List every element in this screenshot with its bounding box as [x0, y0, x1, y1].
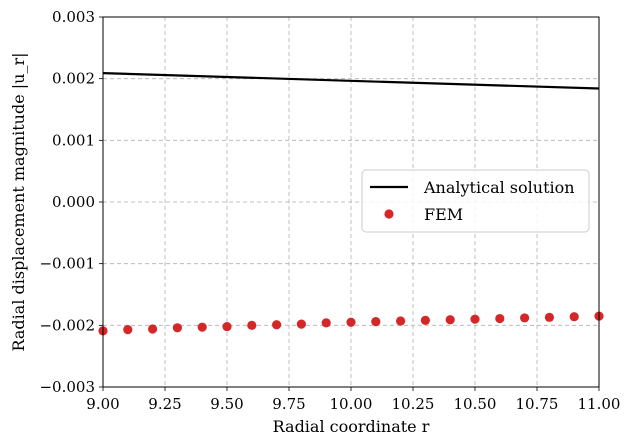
fem-point	[148, 324, 158, 334]
fem-point	[346, 317, 356, 327]
fem-point	[222, 321, 232, 332]
legend-label: Analytical solution	[423, 178, 575, 197]
ticks: 9.00 9.25 9.50 9.75 10.00 10.25 10.50 10.75 11.0…	[39, 8, 620, 413]
fem-point	[445, 315, 455, 325]
x-tick-label: 9.50	[210, 395, 243, 413]
legend-box	[361, 169, 590, 233]
x-tick-label: 10.00	[330, 395, 373, 413]
fem-point	[247, 320, 257, 330]
legend-marker-swatch	[384, 209, 394, 219]
x-tick-label: 10.50	[454, 395, 497, 413]
fem-point	[272, 320, 282, 330]
y-tick-label: −0.002	[39, 316, 95, 334]
fem-point	[321, 318, 331, 328]
y-tick-label: 0.002	[52, 70, 95, 88]
legend-label: FEM	[424, 205, 463, 224]
legend: Analytical solution FEM	[361, 169, 590, 233]
series-layer	[98, 72, 604, 336]
x-tick-label: 9.75	[272, 395, 305, 413]
fem-point	[520, 313, 530, 323]
fem-point	[420, 315, 430, 325]
fem-point	[544, 312, 555, 322]
x-axis-label: Radial coordinate r	[273, 417, 430, 436]
analytical-solution-line	[102, 72, 600, 90]
fem-point	[569, 312, 579, 322]
fem-point	[172, 323, 182, 333]
x-tick-label: 10.25	[392, 395, 435, 413]
y-tick-label: −0.003	[39, 378, 95, 396]
x-tick-label: 9.00	[86, 395, 119, 413]
fem-point	[470, 314, 480, 324]
fem-point	[123, 325, 133, 335]
axis-labels: Radial coordinate r Radial displacement …	[9, 52, 430, 436]
fem-point	[396, 316, 406, 326]
y-tick-label: 0.003	[52, 8, 95, 26]
y-axis-label: Radial displacement magnitude |u_r|	[9, 52, 28, 351]
x-tick-label: 9.25	[148, 395, 181, 413]
fem-point	[371, 317, 381, 327]
y-tick-label: 0.000	[52, 193, 95, 211]
y-tick-label: 0.001	[52, 131, 95, 149]
fem-point	[197, 322, 207, 332]
x-tick-label: 11.00	[578, 395, 621, 413]
fem-point	[296, 319, 306, 329]
y-tick-label: −0.001	[39, 255, 95, 273]
x-tick-label: 10.75	[516, 395, 559, 413]
fem-point	[495, 313, 505, 324]
